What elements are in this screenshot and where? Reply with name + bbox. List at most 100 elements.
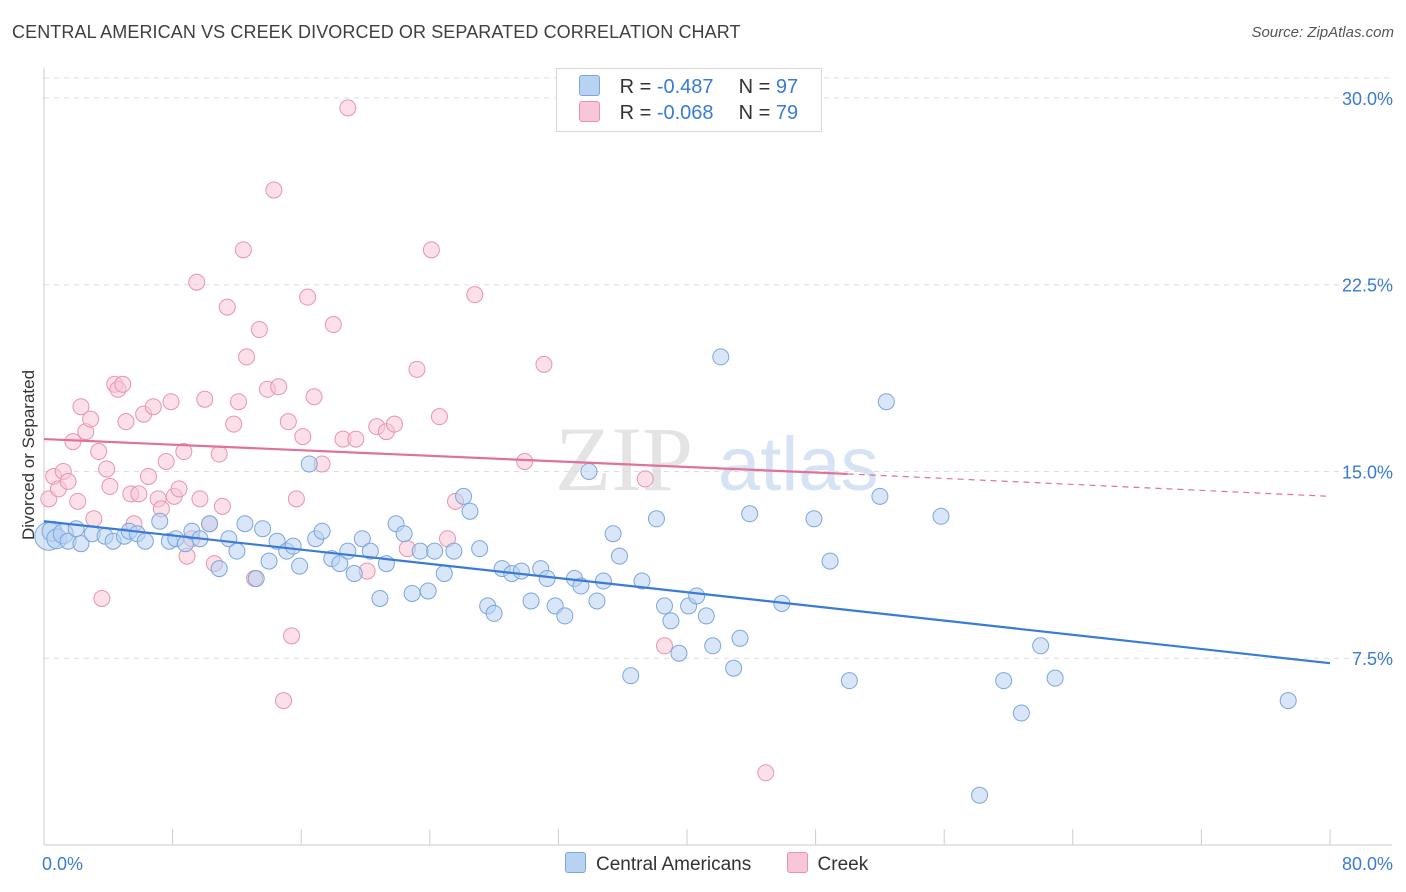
creek-point: [93, 589, 111, 607]
creek-point: [69, 492, 87, 510]
central-americans-point: [725, 659, 743, 677]
central-americans-point: [247, 570, 265, 588]
creek-point: [196, 390, 214, 408]
creek-point: [270, 378, 288, 396]
creek-point: [234, 241, 252, 259]
creek-point: [157, 453, 175, 470]
creek-point: [385, 415, 403, 433]
creek-trend-line: [43, 437, 848, 476]
creek-point: [757, 764, 775, 782]
central-americans-point: [594, 572, 612, 590]
creek-point: [283, 627, 301, 645]
grid-lines: [44, 77, 1392, 659]
central-americans-point: [339, 542, 357, 560]
central-americans-point: [610, 547, 628, 565]
central-americans-point: [662, 612, 680, 630]
central-americans-point: [72, 535, 90, 553]
creek-point: [144, 398, 162, 416]
central-americans-point: [805, 510, 823, 528]
central-americans-point: [455, 487, 473, 505]
creek-trend-line-extension: [847, 473, 1331, 497]
central-americans-point: [1046, 669, 1064, 687]
creek-point: [225, 415, 243, 433]
series-legend: Central Americans Creek: [565, 852, 898, 876]
creek-point: [294, 428, 312, 446]
creek-point: [655, 637, 673, 655]
series-label: Creek: [817, 854, 869, 875]
central-americans-point: [588, 592, 606, 610]
central-americans-point: [971, 786, 989, 804]
central-americans-point: [704, 637, 722, 655]
creek-point: [305, 388, 323, 406]
central-americans-point: [633, 572, 651, 590]
central-americans-point: [151, 512, 169, 530]
central-americans-point: [435, 565, 453, 583]
creek-point: [139, 467, 157, 485]
central-americans-point: [210, 560, 228, 578]
central-americans-point: [622, 667, 640, 685]
source-label: Source: ZipAtlas.com: [1251, 24, 1394, 41]
central-americans-point: [345, 565, 363, 583]
correlation-legend: R = -0.487 N = 97 R = -0.068 N = 79: [556, 68, 822, 132]
central-americans-point: [604, 525, 622, 543]
x-tick-label: 0.0%: [42, 854, 83, 874]
central-americans-point: [697, 607, 715, 625]
central-americans-point: [236, 515, 254, 533]
y-tick-label: 22.5%: [1342, 276, 1393, 296]
central-americans-point: [411, 542, 429, 560]
central-americans-point: [395, 525, 413, 543]
central-americans-points: [34, 348, 1297, 804]
central-americans-point: [136, 532, 154, 550]
legend-swatch-blue: [579, 75, 600, 96]
creek-point: [279, 413, 297, 431]
legend-r-label: R =: [619, 76, 652, 98]
central-americans-point: [655, 597, 673, 615]
creek-points: [40, 99, 775, 782]
central-americans-point: [538, 570, 556, 588]
creek-point: [265, 181, 283, 199]
central-americans-point: [228, 542, 246, 560]
central-americans-point: [254, 520, 272, 538]
legend-row-creek: R = -0.068 N = 79: [579, 101, 798, 127]
central-americans-point: [877, 393, 895, 411]
central-americans-point: [419, 582, 437, 600]
creek-point: [275, 692, 293, 710]
central-americans-point: [361, 542, 379, 560]
y-tick-label: 15.0%: [1342, 462, 1393, 482]
creek-point: [324, 316, 342, 334]
legend-n-value: 97: [775, 76, 799, 98]
series-swatch-blue: [565, 852, 586, 873]
central-americans-point: [260, 552, 278, 570]
chart-title: CENTRAL AMERICAN VS CREEK DIVORCED OR SE…: [12, 22, 741, 42]
creek-point: [101, 477, 119, 495]
creek-point: [213, 497, 231, 515]
creek-point: [299, 288, 317, 306]
watermark: ZIP atlas: [555, 408, 879, 510]
creek-point: [516, 453, 534, 470]
creek-point: [408, 360, 426, 378]
central-americans-point: [313, 522, 331, 540]
watermark-zip: ZIP: [555, 408, 693, 510]
creek-point: [339, 99, 357, 117]
x-tick-label: 80.0%: [1342, 854, 1393, 874]
series-label: Central Americans: [596, 854, 752, 875]
central-americans-point: [461, 502, 479, 520]
creek-point: [188, 273, 206, 291]
creek-point: [85, 510, 103, 528]
central-americans-point: [1279, 692, 1297, 710]
central-americans-point: [995, 672, 1013, 690]
series-legend-creek: Creek: [786, 852, 869, 876]
creek-point: [117, 413, 135, 431]
central-americans-point: [712, 348, 730, 366]
y-axis-label: Divorced or Separated: [19, 370, 38, 540]
creek-point: [250, 321, 268, 339]
axes: [43, 68, 1392, 846]
creek-point: [430, 408, 448, 426]
central-americans-point: [741, 505, 759, 523]
central-americans-point: [485, 604, 503, 622]
central-americans-point: [1032, 637, 1050, 655]
series-legend-central-americans: Central Americans: [565, 852, 751, 876]
creek-point: [347, 430, 365, 448]
central-americans-point: [647, 510, 665, 528]
